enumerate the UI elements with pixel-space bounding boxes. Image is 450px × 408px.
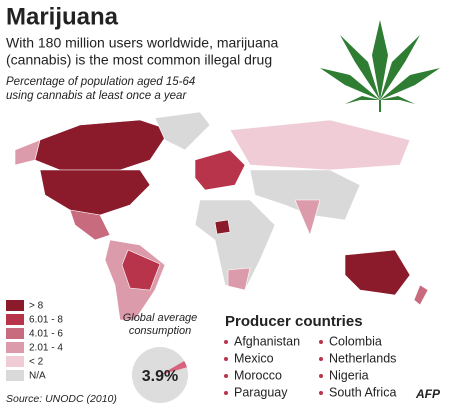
producer-country: Colombia [329, 334, 382, 348]
producers-title: Producer countries [225, 313, 363, 330]
bullet [319, 391, 323, 395]
cannabis-leaf [320, 20, 440, 112]
country [214, 219, 231, 235]
producer-country: Paraguay [234, 385, 288, 399]
subtitle-line: With 180 million users worldwide, mariju… [6, 35, 279, 51]
producer-country: South Africa [329, 385, 396, 399]
legend-label: N/A [29, 371, 46, 382]
country [294, 199, 321, 236]
pie-label: Global average [123, 312, 198, 324]
producer-country: Netherlands [329, 351, 396, 365]
pie-value-label: 3.9% [142, 368, 178, 385]
producer-country: Mexico [234, 351, 274, 365]
country [194, 149, 246, 191]
country [413, 284, 429, 306]
pie-slice [160, 361, 187, 375]
bullet [224, 391, 228, 395]
country [34, 119, 171, 171]
country [227, 267, 251, 291]
legend-swatch [6, 300, 24, 311]
title: Marijuana [6, 3, 119, 30]
country [154, 111, 211, 151]
subtitle-line: (cannabis) is the most common illegal dr… [6, 52, 272, 68]
country [344, 249, 411, 296]
legend-swatch [6, 370, 24, 381]
country [229, 119, 411, 171]
country [69, 209, 111, 241]
bullet [224, 357, 228, 361]
producer-country: Afghanistan [234, 334, 300, 348]
legend-swatch [6, 328, 24, 339]
country [249, 169, 361, 221]
legend-label: < 2 [29, 357, 44, 368]
legend-swatch [6, 356, 24, 367]
legend-swatch [6, 342, 24, 353]
bullet [319, 374, 323, 378]
pie-label: consumption [129, 325, 191, 337]
credit: AFP [415, 387, 441, 401]
country [39, 169, 151, 216]
world-map [14, 111, 429, 321]
legend-label: 4.01 - 6 [29, 329, 63, 340]
legend: > 8 6.01 - 8 4.01 - 6 2.01 - 4 < 2 N/A [6, 300, 63, 382]
pie [160, 361, 187, 375]
bullet [224, 340, 228, 344]
legend-label: > 8 [29, 301, 44, 312]
description-line: using cannabis at least once a year [6, 90, 187, 102]
producer-list: Afghanistan Mexico Morocco Paraguay Colombia… [224, 334, 396, 399]
bullet [319, 357, 323, 361]
legend-swatch [6, 314, 24, 325]
bullet [224, 374, 228, 378]
producer-country: Morocco [234, 368, 282, 382]
legend-label: 2.01 - 4 [29, 343, 63, 354]
bullet [319, 340, 323, 344]
country [121, 249, 161, 291]
source: Source: UNODC (2010) [6, 393, 117, 405]
legend-label: 6.01 - 8 [29, 315, 63, 326]
producer-country: Nigeria [329, 368, 369, 382]
description-line: Percentage of population aged 15-64 [6, 76, 195, 88]
